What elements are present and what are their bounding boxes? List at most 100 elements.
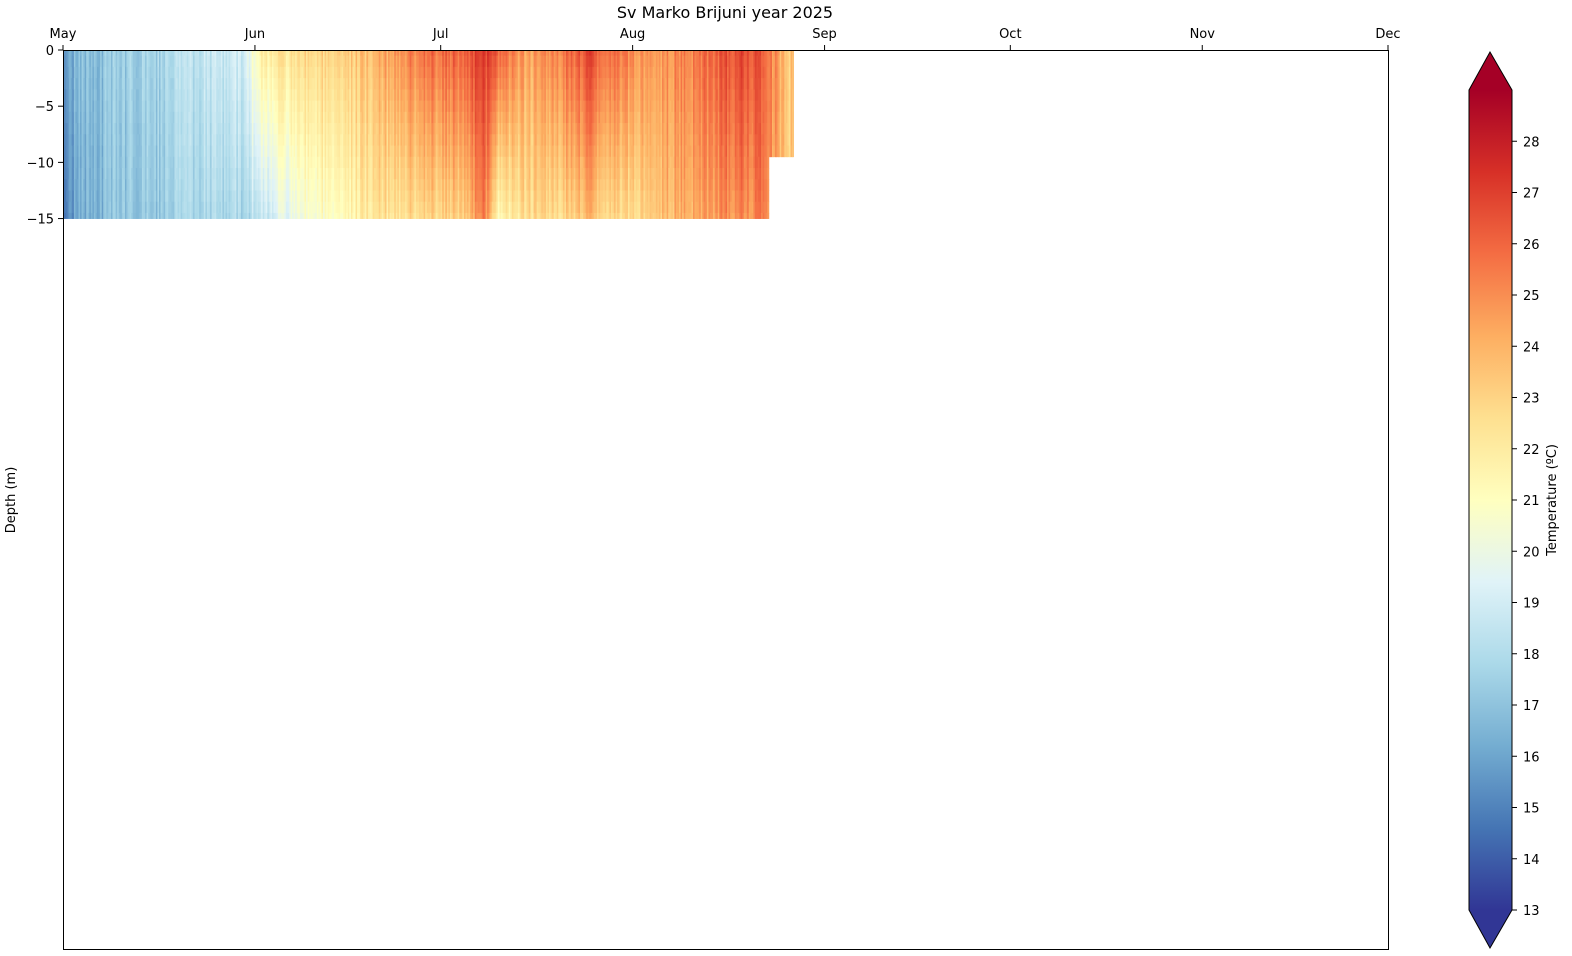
heatmap-cell bbox=[491, 89, 494, 101]
heatmap-cell bbox=[236, 78, 239, 90]
heatmap-cell bbox=[436, 111, 438, 124]
heatmap-cell bbox=[401, 66, 404, 79]
heatmap-cell bbox=[72, 134, 75, 146]
heatmap-cell bbox=[388, 201, 391, 214]
heatmap-cell bbox=[100, 190, 103, 203]
heatmap-cell bbox=[66, 50, 69, 57]
heatmap-cell bbox=[208, 156, 211, 169]
heatmap-cell bbox=[237, 179, 240, 191]
heatmap-cell bbox=[287, 55, 290, 68]
heatmap-cell bbox=[358, 89, 361, 101]
heatmap-cell bbox=[377, 145, 380, 158]
heatmap-cell bbox=[360, 145, 363, 158]
heatmap-cell bbox=[316, 134, 319, 146]
heatmap-cell bbox=[519, 66, 522, 79]
heatmap-cell bbox=[118, 66, 121, 79]
heatmap-cell bbox=[281, 212, 284, 219]
heatmap-cell bbox=[168, 89, 171, 101]
heatmap-cell bbox=[349, 50, 352, 57]
heatmap-cell bbox=[539, 55, 542, 68]
heatmap-cell bbox=[253, 134, 256, 146]
heatmap-cell bbox=[197, 66, 200, 79]
heatmap-cell bbox=[454, 100, 457, 113]
heatmap-cell bbox=[75, 190, 78, 203]
heatmap-cell bbox=[256, 212, 259, 219]
heatmap-cell bbox=[476, 156, 479, 169]
heatmap-cell bbox=[244, 190, 247, 203]
heatmap-cell bbox=[419, 201, 421, 214]
heatmap-cell bbox=[446, 212, 449, 219]
heatmap-cell bbox=[288, 190, 291, 203]
heatmap-cell bbox=[330, 111, 333, 124]
heatmap-cell bbox=[214, 134, 217, 146]
heatmap-cell bbox=[129, 100, 132, 113]
heatmap-cell bbox=[279, 78, 282, 90]
heatmap-cell bbox=[524, 212, 527, 219]
heatmap-cell bbox=[524, 100, 527, 113]
heatmap-cell bbox=[321, 212, 324, 219]
heatmap-cell bbox=[510, 100, 513, 113]
heatmap-cell bbox=[460, 190, 463, 203]
heatmap-cell bbox=[225, 134, 228, 146]
heatmap-cell bbox=[514, 123, 517, 135]
heatmap-cell bbox=[169, 212, 172, 219]
heatmap-cell bbox=[530, 100, 533, 113]
heatmap-cell bbox=[417, 66, 420, 79]
heatmap-cell bbox=[121, 145, 124, 158]
heatmap-cell bbox=[223, 50, 226, 57]
heatmap-cell bbox=[137, 55, 140, 68]
heatmap-cell bbox=[93, 134, 96, 146]
heatmap-cell bbox=[247, 190, 250, 203]
heatmap-cell bbox=[254, 145, 257, 158]
heatmap-cell bbox=[208, 55, 211, 68]
heatmap-cell bbox=[327, 156, 330, 169]
heatmap-cell bbox=[292, 201, 295, 214]
heatmap-cell bbox=[185, 212, 188, 219]
heatmap-cell bbox=[333, 190, 336, 203]
heatmap-cell bbox=[230, 201, 233, 214]
heatmap-cell bbox=[265, 111, 268, 124]
heatmap-cell bbox=[381, 111, 384, 124]
heatmap-cell bbox=[186, 100, 189, 113]
heatmap-cell bbox=[234, 201, 237, 214]
heatmap-cell bbox=[377, 134, 380, 146]
heatmap-cell bbox=[188, 89, 191, 101]
heatmap-cell bbox=[231, 111, 234, 124]
heatmap-cell bbox=[174, 167, 177, 180]
heatmap-cell bbox=[169, 100, 172, 113]
heatmap-cell bbox=[482, 78, 485, 90]
heatmap-cell bbox=[292, 50, 295, 57]
heatmap-cell bbox=[100, 100, 103, 113]
heatmap-cell bbox=[273, 55, 276, 68]
heatmap-cell bbox=[324, 89, 327, 101]
heatmap-cell bbox=[467, 212, 469, 219]
heatmap-cell bbox=[514, 66, 517, 79]
heatmap-cell bbox=[364, 145, 367, 158]
heatmap-cell bbox=[140, 111, 143, 124]
heatmap-cell bbox=[367, 179, 370, 191]
heatmap-cell bbox=[462, 78, 465, 90]
heatmap-cell bbox=[165, 111, 168, 124]
heatmap-cell bbox=[185, 179, 188, 191]
heatmap-cell bbox=[310, 167, 313, 180]
heatmap-cell bbox=[97, 134, 99, 146]
heatmap-cell bbox=[154, 89, 157, 101]
heatmap-cell bbox=[505, 179, 508, 191]
heatmap-cell bbox=[485, 123, 488, 135]
heatmap-cell bbox=[191, 111, 194, 124]
heatmap-cell bbox=[364, 50, 367, 57]
heatmap-cell bbox=[66, 145, 69, 158]
heatmap-cell bbox=[335, 100, 338, 113]
heatmap-cell bbox=[231, 66, 234, 79]
heatmap-cell bbox=[383, 145, 386, 158]
heatmap-cell bbox=[383, 201, 386, 214]
heatmap-cell bbox=[163, 78, 166, 90]
heatmap-cell bbox=[443, 145, 446, 158]
heatmap-cell bbox=[236, 100, 239, 113]
heatmap-cell bbox=[298, 89, 301, 101]
heatmap-cell bbox=[510, 179, 513, 191]
heatmap-cell bbox=[319, 167, 322, 180]
heatmap-cell bbox=[436, 89, 438, 101]
heatmap-cell bbox=[183, 167, 186, 180]
heatmap-cell bbox=[361, 190, 364, 203]
